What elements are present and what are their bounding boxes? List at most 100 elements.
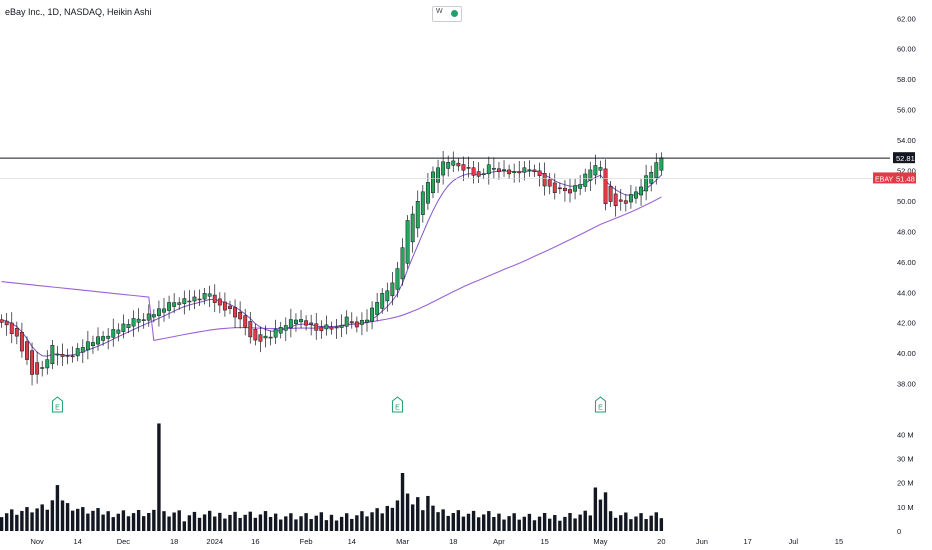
candle-body: [228, 305, 232, 309]
candle-body: [111, 329, 116, 338]
candle-body: [623, 200, 628, 204]
volume-bar: [182, 521, 186, 531]
candle-body: [299, 319, 303, 323]
volume-bar: [35, 508, 39, 531]
candle-body: [385, 290, 390, 302]
volume-bar: [152, 509, 156, 531]
candle-body: [552, 182, 557, 193]
volume-bar: [289, 513, 293, 531]
candle: [502, 160, 506, 177]
chart-title: eBay Inc., 1D, NASDAQ, Heikin Ashi: [5, 7, 152, 17]
candle: [527, 160, 532, 177]
candle: [207, 285, 212, 308]
candle-body: [436, 167, 441, 183]
volume-bar: [659, 518, 664, 531]
volume-bar: [20, 510, 24, 531]
volume-bar: [228, 514, 232, 531]
candle-body: [126, 324, 131, 329]
volume-bar: [497, 513, 501, 531]
time-tick-label: Mar: [396, 537, 409, 546]
candle: [278, 321, 283, 339]
candle-body: [101, 336, 106, 341]
volume-bar: [390, 507, 395, 531]
candle: [156, 300, 161, 327]
volume-bar: [101, 514, 105, 531]
candle: [197, 289, 202, 306]
candle: [172, 293, 177, 314]
candle-body: [70, 355, 75, 358]
candle: [420, 185, 425, 223]
candle: [258, 326, 263, 353]
candle-body: [222, 301, 227, 311]
candle-body: [395, 268, 400, 290]
volume-bar: [410, 504, 415, 531]
earnings-marker-label: E: [598, 405, 603, 412]
candle-body: [14, 328, 19, 337]
candle-body: [568, 189, 572, 194]
time-tick-label: 15: [835, 537, 843, 546]
candle: [491, 157, 496, 179]
volume-bar: [608, 511, 613, 531]
candle-body: [649, 172, 654, 184]
volume-bar: [471, 510, 476, 531]
volume-bar: [253, 517, 258, 531]
candle-body: [55, 353, 60, 356]
volume-bar: [405, 493, 410, 531]
volume-bar: [395, 500, 400, 531]
volume-bar: [238, 517, 242, 531]
volume-bar: [304, 513, 308, 531]
candle: [365, 309, 369, 332]
volume-bar: [263, 511, 268, 531]
candle-body: [618, 199, 623, 202]
candle: [0, 314, 4, 328]
volume-tick-label: 40 M: [897, 430, 914, 439]
candle: [35, 351, 40, 384]
candle-body: [167, 302, 172, 311]
volume-bar: [334, 520, 339, 531]
candle-body: [35, 362, 40, 375]
candle: [608, 180, 613, 207]
candle-body: [608, 186, 613, 202]
candle-body: [547, 179, 552, 187]
candle: [603, 159, 608, 211]
volume-bar: [441, 509, 445, 531]
candle: [359, 312, 364, 336]
candle-body: [613, 193, 618, 207]
candle: [80, 339, 85, 363]
candle: [75, 343, 80, 362]
candle: [106, 328, 111, 350]
candle: [512, 163, 517, 183]
volume-bar: [619, 515, 623, 531]
price-tick-label: 62.00: [897, 14, 916, 23]
candle: [217, 292, 222, 314]
candle-body: [628, 194, 633, 203]
price-tag-value: 51.48: [896, 174, 915, 183]
candle: [202, 288, 207, 305]
candle: [60, 343, 65, 366]
volume-bar: [426, 495, 430, 531]
candle: [70, 346, 75, 363]
volume-bar: [563, 516, 567, 531]
candle-body: [243, 315, 248, 328]
volume-bar: [96, 508, 100, 531]
volume-bar: [258, 514, 263, 531]
candle-body: [405, 220, 410, 264]
volume-bar: [111, 517, 115, 531]
price-tag-bg: [873, 172, 916, 184]
candle-body: [207, 293, 212, 297]
volume-tick-label: 20 M: [897, 479, 914, 488]
volume-tick-label: 0: [897, 527, 901, 536]
volume-bar: [172, 512, 176, 531]
candle-body: [91, 342, 95, 347]
volume-bar: [476, 517, 481, 531]
candle: [644, 164, 649, 201]
candle-body: [431, 171, 435, 194]
candle: [354, 316, 359, 333]
candle: [639, 178, 643, 206]
timeframe-toggle[interactable]: W: [432, 6, 462, 22]
volume-bar: [218, 512, 222, 531]
candle-body: [182, 298, 187, 304]
volume-bar: [213, 516, 217, 531]
